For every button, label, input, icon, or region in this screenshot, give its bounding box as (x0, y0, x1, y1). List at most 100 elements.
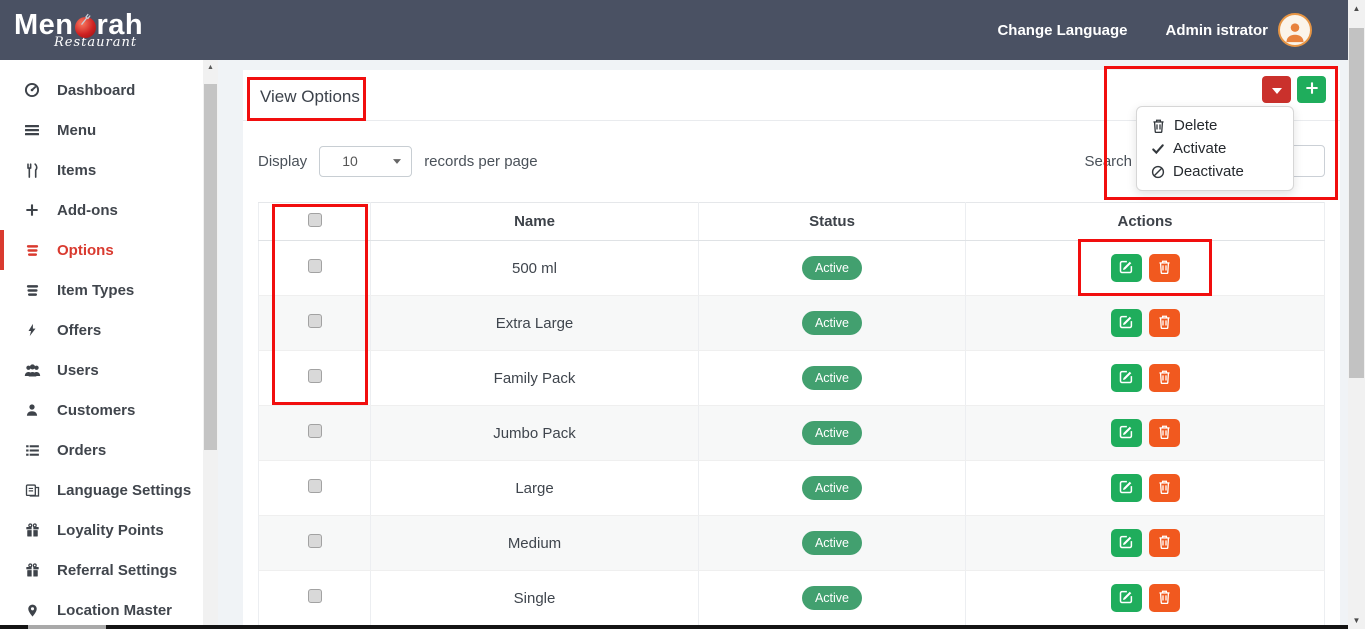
row-checkbox[interactable] (307, 534, 322, 548)
status-badge: Active (801, 366, 863, 390)
row-checkbox[interactable] (307, 589, 322, 603)
page-title: View Options (260, 87, 360, 106)
page-scrollbar[interactable]: ▲ ▼ (1348, 0, 1365, 629)
row-checkbox[interactable] (307, 314, 322, 328)
edit-button[interactable] (1110, 419, 1142, 447)
delete-button[interactable] (1148, 419, 1180, 447)
logo-subtitle: Restaurant (54, 35, 138, 50)
edit-icon (1119, 589, 1134, 607)
sidebar-item-orders[interactable]: Orders (0, 430, 218, 470)
user-icon (22, 403, 42, 417)
delete-button[interactable] (1148, 364, 1180, 392)
row-checkbox[interactable] (307, 259, 322, 273)
page-scrollbar-thumb[interactable] (1349, 28, 1364, 378)
edit-button[interactable] (1110, 364, 1142, 392)
bulk-dropdown-button[interactable] (1262, 76, 1291, 103)
edit-button[interactable] (1110, 529, 1142, 557)
sidebar-item-label: Items (57, 161, 97, 179)
row-select-cell (258, 515, 371, 571)
dashboard-icon (22, 82, 42, 98)
table-row: Family Pack Active (258, 350, 1325, 406)
status-header: Status (698, 202, 966, 241)
sidebar-scrollbar[interactable]: ▲ (203, 60, 218, 629)
menu-item-label: Activate (1173, 140, 1227, 157)
menu-item-deactivate[interactable]: Deactivate (1137, 160, 1293, 183)
edit-icon (1119, 534, 1134, 552)
options-table: Name Status Actions 500 ml Active Extra La… (258, 202, 1325, 626)
trash-icon (1157, 424, 1172, 442)
scroll-up-icon[interactable]: ▲ (207, 64, 214, 71)
plus-icon (1305, 81, 1319, 98)
scroll-down-icon[interactable]: ▼ (1352, 616, 1361, 625)
sidebar-item-options[interactable]: Options (0, 230, 218, 270)
sidebar-item-location-master[interactable]: Location Master (0, 590, 218, 629)
bottom-scrollbar[interactable] (0, 625, 1348, 629)
records-per-page-select[interactable]: 10 (319, 145, 413, 177)
edit-button[interactable] (1110, 584, 1142, 612)
sidebar-item-add-ons[interactable]: Add-ons (0, 190, 218, 230)
sidebar-item-menu[interactable]: Menu (0, 110, 218, 150)
menu-item-delete[interactable]: Delete (1137, 114, 1293, 137)
delete-button[interactable] (1148, 474, 1180, 502)
bottom-scrollbar-segment (28, 625, 106, 629)
delete-button[interactable] (1148, 584, 1180, 612)
add-option-button[interactable] (1297, 76, 1326, 103)
logo-text-1: Men (14, 9, 74, 41)
avatar[interactable] (1278, 13, 1312, 47)
status-cell: Active (698, 295, 966, 351)
user-name: Admin istrator (1165, 21, 1268, 39)
status-badge: Active (801, 476, 863, 500)
row-checkbox[interactable] (307, 369, 322, 383)
row-select-cell (258, 405, 371, 461)
actions-cell (965, 405, 1325, 461)
status-cell: Active (698, 515, 966, 571)
select-all-checkbox[interactable] (307, 212, 322, 227)
user-menu[interactable]: Admin istrator (1165, 13, 1312, 47)
sidebar-item-customers[interactable]: Customers (0, 390, 218, 430)
row-select-cell (258, 240, 371, 296)
sidebar-item-loyality-points[interactable]: Loyality Points (0, 510, 218, 550)
tomato-logo-icon (74, 13, 96, 38)
sidebar-item-dashboard[interactable]: Dashboard (0, 70, 218, 110)
edit-button[interactable] (1110, 474, 1142, 502)
sidebar-item-language-settings[interactable]: Language Settings (0, 470, 218, 510)
list-icon (22, 243, 42, 258)
status-badge: Active (801, 421, 863, 445)
option-name: Single (370, 570, 699, 626)
sidebar-item-items[interactable]: Items (0, 150, 218, 190)
delete-button[interactable] (1148, 309, 1180, 337)
table-row: 500 ml Active (258, 240, 1325, 296)
delete-button[interactable] (1148, 529, 1180, 557)
logo[interactable]: Men rah Restaurant (14, 10, 143, 50)
edit-button[interactable] (1110, 254, 1142, 282)
fork-icon (74, 3, 103, 35)
trash-icon (1157, 589, 1172, 607)
row-select-cell (258, 350, 371, 406)
panel-heading: View Options (243, 70, 1340, 121)
row-checkbox[interactable] (307, 424, 322, 438)
table-row: Extra Large Active (258, 295, 1325, 351)
row-checkbox[interactable] (307, 479, 322, 493)
sidebar-item-offers[interactable]: Offers (0, 310, 218, 350)
scroll-up-icon[interactable]: ▲ (1352, 4, 1361, 13)
delete-button[interactable] (1148, 254, 1180, 282)
menu-item-label: Delete (1174, 117, 1218, 134)
sidebar-item-users[interactable]: Users (0, 350, 218, 390)
trash-icon (1151, 118, 1166, 133)
sidebar-item-label: Orders (57, 441, 107, 459)
edit-icon (1119, 479, 1134, 497)
sidebar-item-label: Menu (57, 121, 97, 139)
menu-item-activate[interactable]: Activate (1137, 137, 1293, 160)
change-language-link[interactable]: Change Language (997, 21, 1128, 39)
sidebar-item-referral-settings[interactable]: Referral Settings (0, 550, 218, 590)
sidebar-item-label: Customers (57, 401, 136, 419)
actions-header: Actions (965, 202, 1325, 241)
status-cell: Active (698, 570, 966, 626)
menu-item-label: Deactivate (1173, 163, 1244, 180)
sidebar: Dashboard Menu Items Add-ons Options Item Typ… (0, 60, 218, 629)
sidebar-item-item-types[interactable]: Item Types (0, 270, 218, 310)
edit-button[interactable] (1110, 309, 1142, 337)
sidebar-scrollbar-thumb[interactable] (204, 84, 217, 450)
option-name: Large (370, 460, 699, 516)
